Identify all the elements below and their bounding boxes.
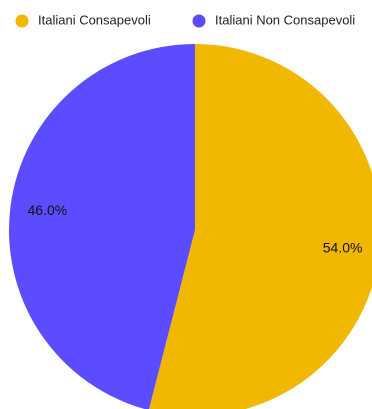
pie-slices xyxy=(9,44,372,409)
legend-swatch xyxy=(192,14,206,28)
pie-data-label-non-consapevoli: 46.0% xyxy=(28,202,68,218)
pie-data-labels: 54.0% 46.0% xyxy=(28,202,363,255)
pie-slice-consapevoli xyxy=(149,44,372,409)
legend-swatch xyxy=(15,14,29,28)
pie-slice-non-consapevoli xyxy=(9,44,195,409)
legend: Italiani Consapevoli Italiani Non Consape… xyxy=(15,12,355,28)
legend-item-non-consapevoli: Italiani Non Consapevoli xyxy=(192,12,355,28)
legend-item-consapevoli: Italiani Consapevoli xyxy=(15,12,151,28)
legend-label: Italiani Non Consapevoli xyxy=(215,12,355,27)
legend-label: Italiani Consapevoli xyxy=(38,12,151,27)
pie-data-label-consapevoli: 54.0% xyxy=(323,239,363,255)
